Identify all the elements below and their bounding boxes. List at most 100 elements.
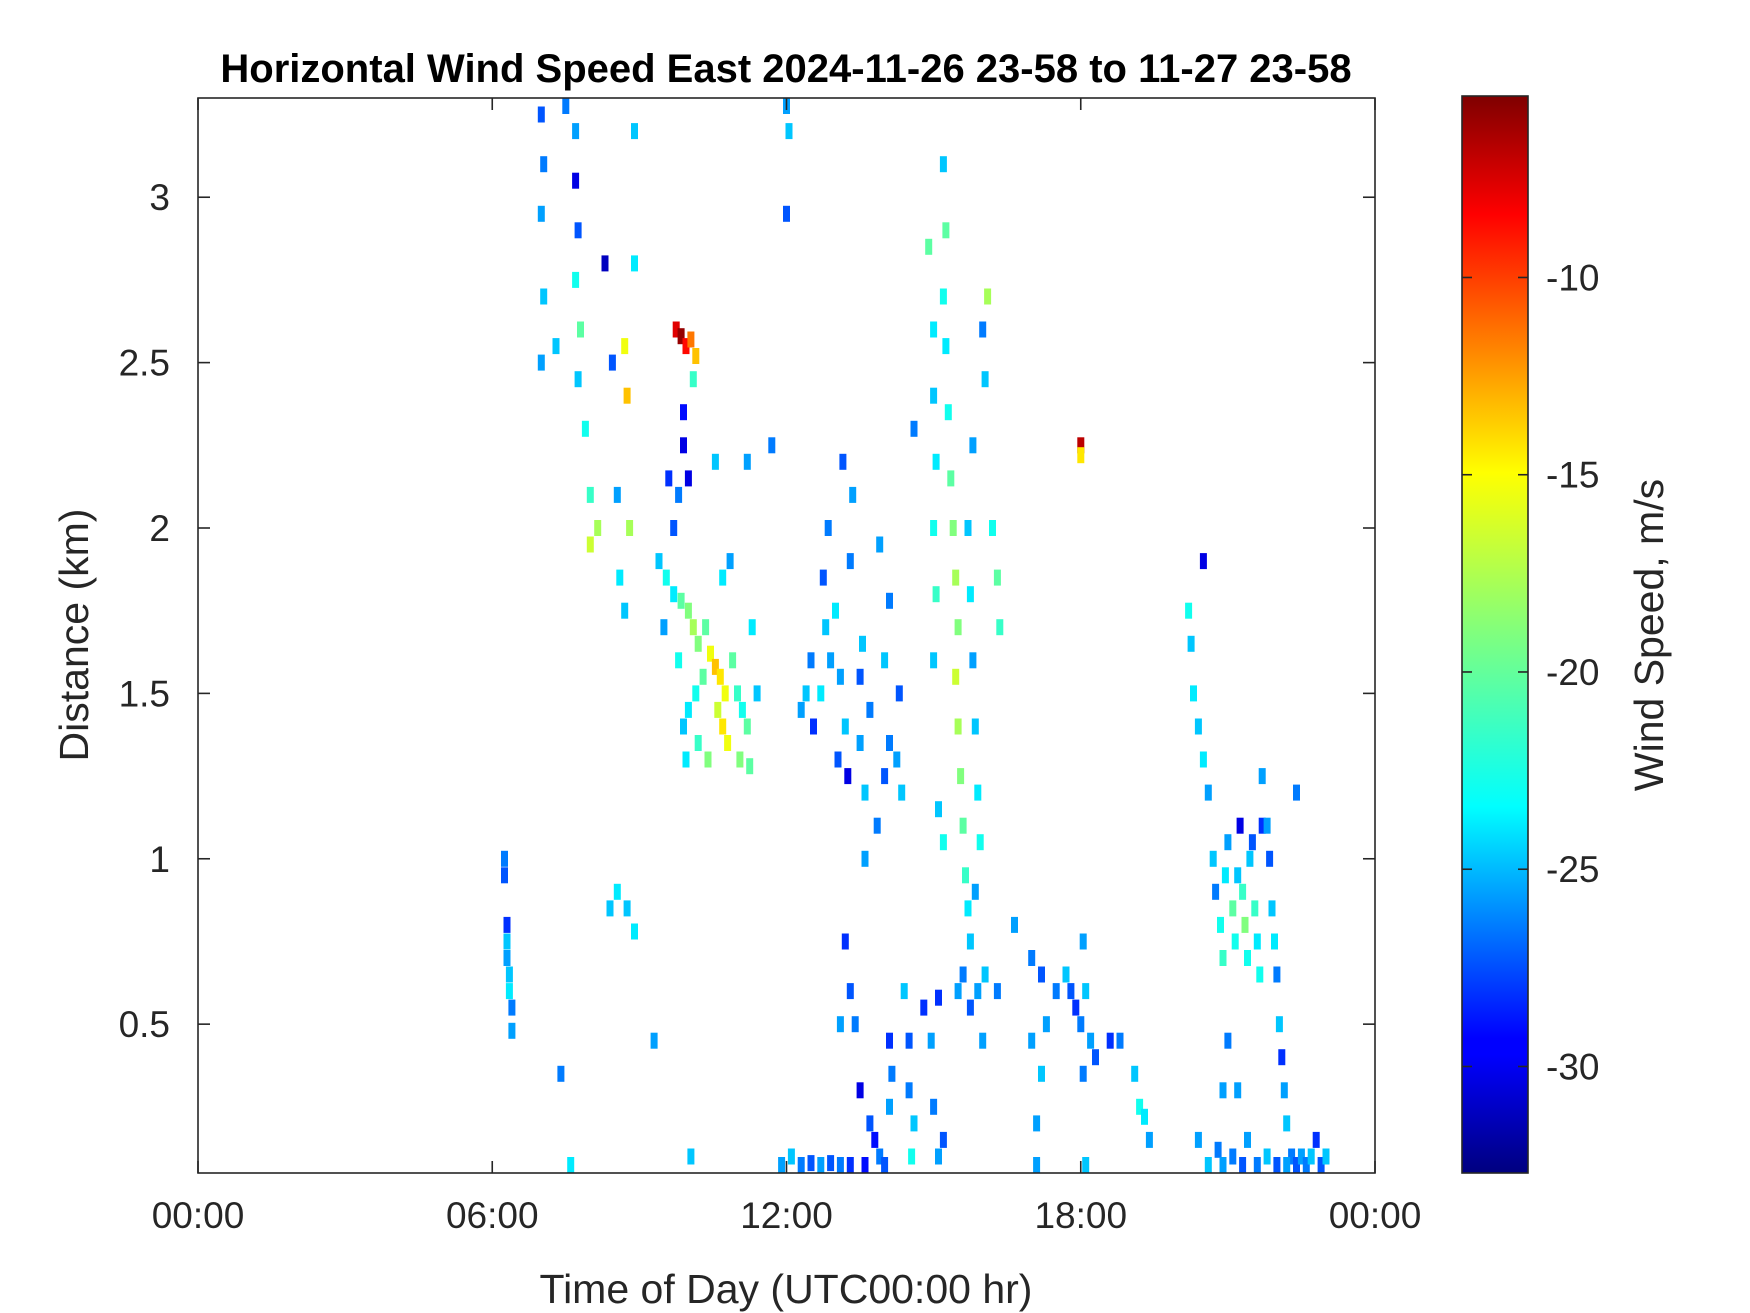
heatmap-cell — [626, 520, 634, 536]
heatmap-cell — [540, 288, 548, 305]
heatmap-cell — [1214, 1141, 1222, 1158]
heatmap-cell — [876, 1148, 884, 1165]
heatmap-cell — [969, 652, 977, 669]
heatmap-cell — [1246, 850, 1254, 867]
heatmap-cell — [964, 900, 972, 917]
heatmap-cell — [1293, 784, 1300, 801]
heatmap-cell — [969, 437, 977, 454]
heatmap-cell — [1062, 966, 1070, 983]
heatmap-cell — [1268, 900, 1276, 917]
heatmap-cell — [1307, 1148, 1315, 1165]
heatmap-cell — [694, 635, 702, 652]
heatmap-cell — [905, 1032, 913, 1049]
heatmap-cell — [577, 321, 584, 338]
heatmap-cell — [886, 1098, 893, 1115]
heatmap-cell — [1244, 950, 1251, 966]
heatmap-cell — [993, 569, 1001, 586]
heatmap-cell — [734, 685, 741, 702]
heatmap-cell — [702, 619, 710, 636]
heatmap-cell — [719, 718, 727, 735]
heatmap-cell — [594, 520, 602, 536]
heatmap-cell — [606, 900, 614, 917]
heatmap-cell — [1087, 1032, 1095, 1049]
heatmap-cell — [836, 1016, 844, 1033]
heatmap-cell — [974, 784, 982, 801]
heatmap-cell — [726, 553, 734, 570]
heatmap-cell — [503, 916, 511, 933]
heatmap-cell — [962, 867, 969, 884]
heatmap-cell — [670, 520, 678, 536]
heatmap-cell — [881, 1157, 889, 1173]
heatmap-cell — [682, 338, 690, 355]
heatmap-cell — [959, 817, 967, 834]
heatmap-cell — [856, 1082, 864, 1099]
heatmap-cell — [704, 751, 712, 768]
heatmap-cell — [817, 685, 825, 702]
heatmap-cell — [572, 172, 580, 189]
heatmap-cell — [1187, 635, 1195, 652]
y-tick-label: 3 — [149, 177, 170, 218]
heatmap-cell — [537, 205, 545, 222]
heatmap-cell — [1234, 867, 1242, 884]
heatmap-cell — [836, 1157, 844, 1173]
heatmap-cell — [1231, 933, 1239, 950]
heatmap-cell — [613, 486, 621, 503]
heatmap-cell — [552, 338, 560, 355]
heatmap-cell — [1273, 1157, 1281, 1173]
heatmap-cell — [1280, 1082, 1288, 1099]
heatmap-cell — [841, 718, 849, 735]
heatmap-cell — [807, 652, 815, 669]
heatmap-cell — [1185, 602, 1193, 619]
heatmap-cell — [1077, 437, 1085, 454]
heatmap-cell — [971, 718, 979, 735]
heatmap-cell — [631, 123, 638, 140]
heatmap-cell — [861, 850, 869, 867]
heatmap-cell — [1248, 834, 1256, 851]
heatmap-cell — [616, 569, 624, 586]
heatmap-cell — [1092, 1049, 1099, 1066]
heatmap-cell — [942, 222, 950, 239]
heatmap-cell — [856, 668, 864, 685]
heatmap-cell — [1209, 850, 1217, 867]
heatmap-cell — [886, 592, 893, 609]
heatmap-cell — [939, 288, 947, 305]
heatmap-cell — [989, 520, 996, 536]
heatmap-cell — [1011, 916, 1018, 933]
heatmap-cell — [959, 966, 967, 983]
heatmap-cell — [682, 751, 690, 768]
heatmap-cell — [687, 1148, 695, 1165]
x-tick-label: 00:00 — [152, 1195, 245, 1236]
heatmap-cell — [689, 619, 697, 636]
heatmap-cell — [1278, 1049, 1286, 1066]
heatmap-cell — [1038, 1065, 1045, 1082]
heatmap-cell — [1028, 950, 1036, 966]
heatmap-cell — [574, 371, 582, 388]
heatmap-cell — [501, 850, 508, 867]
heatmap-cell — [1106, 1032, 1114, 1049]
heatmap-cell — [505, 966, 513, 983]
heatmap-cell — [930, 387, 938, 404]
heatmap-cell — [680, 404, 687, 421]
heatmap-cell — [1293, 1157, 1300, 1173]
heatmap-cell — [807, 1155, 815, 1172]
heatmap-cell — [1204, 784, 1212, 801]
heatmap-cell — [675, 652, 683, 669]
heatmap-cell — [768, 437, 776, 454]
heatmap-cell — [839, 453, 847, 470]
heatmap-cell — [900, 983, 908, 1000]
heatmap-cell — [505, 983, 513, 1000]
heatmap-cell — [797, 701, 805, 718]
heatmap-cell — [501, 867, 508, 884]
heatmap-cell — [631, 255, 638, 272]
heatmap-cell — [689, 371, 697, 388]
heatmap-cell — [849, 486, 857, 503]
x-axis: 00:00 06:00 12:00 18:00 00:00 — [152, 98, 1421, 1236]
heatmap-cell — [1033, 1115, 1041, 1132]
heatmap-cell — [827, 652, 835, 669]
colorbar-label: Wind Speed, m/s — [1626, 479, 1672, 791]
heatmap-cell — [1224, 1032, 1232, 1049]
heatmap-cell — [1241, 916, 1249, 933]
heatmap-cell — [613, 883, 621, 900]
heatmap-cell — [692, 348, 700, 364]
